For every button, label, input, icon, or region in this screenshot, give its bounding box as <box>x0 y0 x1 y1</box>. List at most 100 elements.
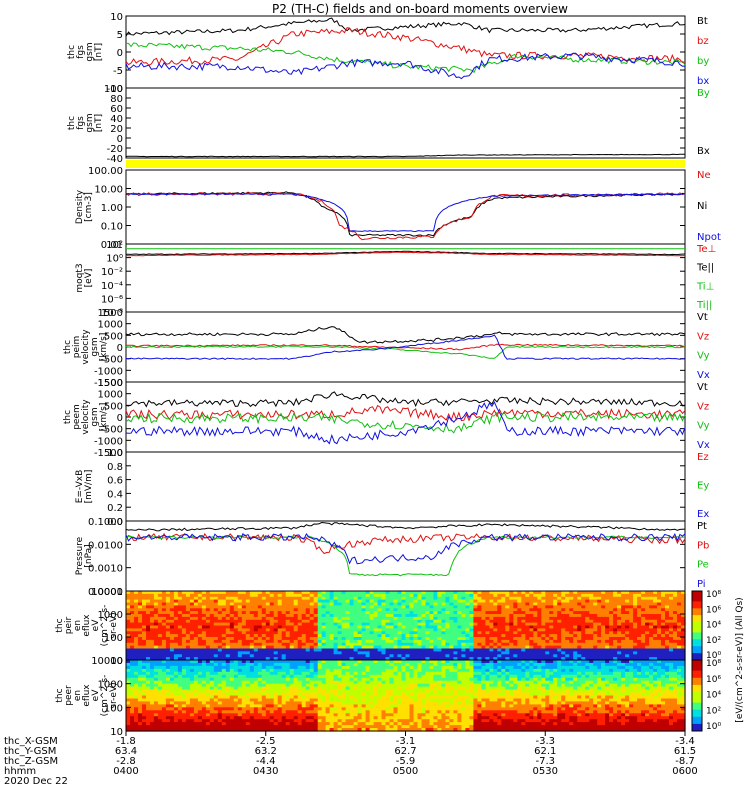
legend-Ey: Ey <box>697 481 709 492</box>
legend-By: By <box>697 88 710 99</box>
series-black <box>126 154 685 156</box>
y-label-line: [km/s] <box>99 333 109 362</box>
legend-Bx: Bx <box>697 146 710 157</box>
legend-Ne: Ne <box>697 170 711 181</box>
y-tick-label: 0.8 <box>107 462 123 473</box>
y-tick-label: 0.1000 <box>88 517 123 528</box>
legend-bx: bx <box>697 76 709 87</box>
series-red <box>126 28 685 65</box>
series-black <box>126 327 685 344</box>
y-tick-label: 10⁻⁶ <box>101 294 123 305</box>
y-tick-label: 0 <box>117 48 123 59</box>
legend-bz: bz <box>697 36 709 47</box>
y-tick-label: 1.00 <box>101 203 123 214</box>
y-tick-label: 10.00 <box>94 185 123 196</box>
legend-Vx: Vx <box>697 370 710 381</box>
legend-Vy: Vy <box>697 421 710 432</box>
heatmap-peer <box>126 660 686 732</box>
legend-Vz: Vz <box>697 331 709 342</box>
legend-Bt: Bt <box>697 16 708 27</box>
y-tick-label: 5 <box>117 30 123 41</box>
legend-Vx: Vx <box>697 440 710 451</box>
panel-frame <box>126 170 685 244</box>
legend-Vt: Vt <box>697 312 708 323</box>
legend-Ni: Ni <box>697 201 707 212</box>
legend-Vz: Vz <box>697 401 709 412</box>
y-axis-label: moqt3[eV] <box>75 263 94 292</box>
y-axis-label: E=-VxB[mV/m] <box>75 470 94 504</box>
y-tick-label: 100.00 <box>88 166 123 177</box>
legend-Npot: Npot <box>697 232 721 243</box>
y-tick-label: -5 <box>113 66 123 77</box>
y-label-line: [mV/m] <box>84 470 94 504</box>
y-tick-label: -1000 <box>94 366 123 377</box>
y-label-line: [nT] <box>94 114 104 132</box>
legend-Pi: Pi <box>697 579 706 590</box>
legend-Te⊥: Te⊥ <box>696 244 716 255</box>
panel-pressure: 0.10000.01000.00100.0001Pressure[nPa]PtP… <box>75 517 709 598</box>
series-black <box>126 523 685 531</box>
series-black <box>126 392 685 407</box>
series-green <box>126 536 685 576</box>
y-axis-label: Density[cm-3] <box>75 189 94 224</box>
y-tick-label: 0 <box>117 343 123 354</box>
legend-Ez: Ez <box>697 452 709 463</box>
series-green <box>126 43 685 72</box>
y-tick-label: 10000 <box>91 587 123 598</box>
panel-temp: 10²10⁰10⁻²10⁻⁴10⁻⁶10⁻⁸moqt3[eV]Te⊥Te||Ti… <box>75 240 716 319</box>
y-label-line: [nT] <box>94 43 104 61</box>
y-tick-label: 1500 <box>98 308 123 319</box>
y-tick-label: 1000 <box>98 390 123 401</box>
legend-Vt: Vt <box>697 382 708 393</box>
y-label-line: sr-eV) <box>109 612 119 638</box>
y-tick-label: 10 <box>110 12 123 23</box>
legend-Pt: Pt <box>697 521 707 532</box>
plot-title: P2 (TH-C) fields and on-board moments ov… <box>272 2 568 16</box>
y-label-line: [km/s] <box>99 403 109 432</box>
y-tick-label: 10⁻² <box>101 267 123 278</box>
legend-Ti||: Ti|| <box>696 300 712 311</box>
y-tick-label: -40 <box>107 154 123 165</box>
legend-Pe: Pe <box>697 560 709 571</box>
panel-frame <box>126 521 685 591</box>
y-label-line: [cm-3] <box>84 192 94 222</box>
y-tick-label: 1.0 <box>107 448 123 459</box>
panel-density: 100.0010.001.000.100.01Density[cm-3]NeNi… <box>75 166 721 251</box>
legend-Pb: Pb <box>697 540 709 551</box>
y-tick-label: 10² <box>106 240 123 251</box>
legend-Ex: Ex <box>697 509 709 520</box>
panel-frame <box>126 452 685 521</box>
y-tick-label: -1000 <box>94 436 123 447</box>
series-blue <box>126 53 685 79</box>
y-tick-label: 10⁰ <box>106 254 123 265</box>
panel-frame <box>126 88 685 158</box>
series-black <box>126 192 685 236</box>
y-tick-label: 10⁻⁴ <box>101 281 123 292</box>
series-blue <box>126 534 685 564</box>
series-black <box>126 18 685 36</box>
legend-Vy: Vy <box>697 351 710 362</box>
series-green <box>126 413 685 433</box>
y-label-line: [nPa] <box>84 544 94 567</box>
series-blue <box>126 194 685 232</box>
panel-frame <box>126 16 685 88</box>
series-red <box>126 193 685 240</box>
heatmap-peir <box>126 591 686 661</box>
y-tick-label: 0 <box>117 413 123 424</box>
y-tick-label: 1500 <box>98 378 123 389</box>
y-tick-label: 0.4 <box>107 489 123 500</box>
